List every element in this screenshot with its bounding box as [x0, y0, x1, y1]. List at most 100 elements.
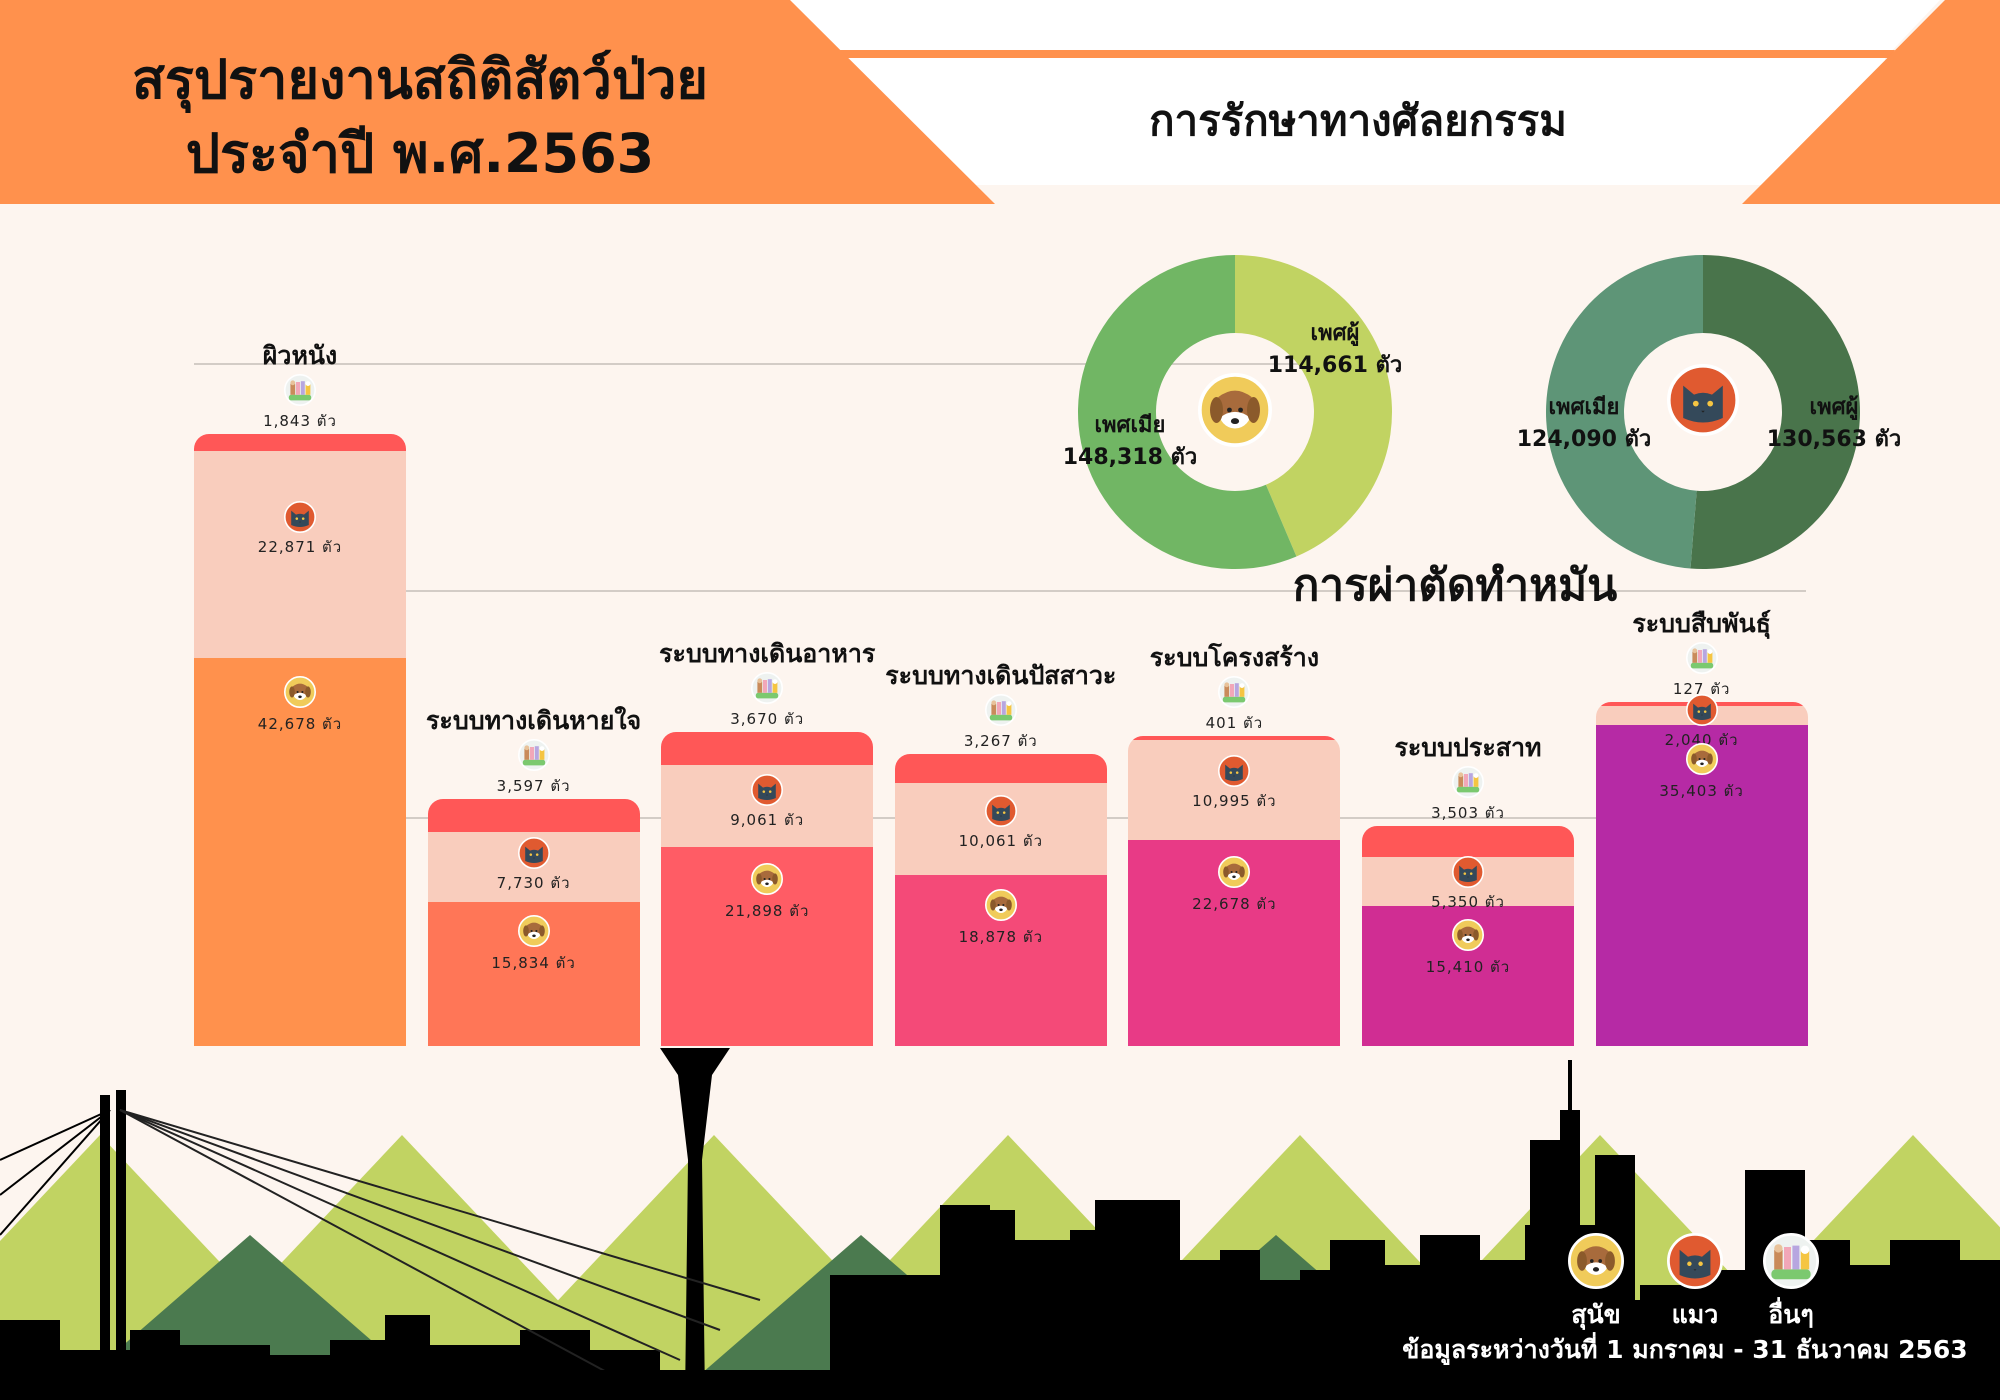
cat-count-label: 22,871 ตัว — [257, 538, 343, 557]
other-animals-icon — [1685, 642, 1718, 678]
other-count-label: 401 ตัว — [1205, 714, 1264, 733]
header-orange-panel — [0, 0, 995, 204]
slice-value: 148,318 ตัว — [1062, 445, 1198, 470]
building — [1220, 1250, 1260, 1400]
bar-segment-other — [894, 753, 1107, 784]
sterilization-title: การผ่าตัดทำหมัน — [1292, 560, 1618, 611]
legend-cat-icon — [1667, 1233, 1723, 1293]
dog-count-label: 22,678 ตัว — [1192, 895, 1277, 914]
cat-icon — [1452, 855, 1484, 892]
cat-icon — [984, 795, 1017, 831]
sterilization-donut-charts — [1078, 255, 1860, 569]
bar-segment-other — [1362, 825, 1574, 858]
hill-dark — [60, 1235, 440, 1400]
bridge-pylon — [116, 1090, 126, 1400]
building — [1420, 1235, 1480, 1400]
bar-segment-other — [1128, 736, 1341, 741]
header-white-band — [848, 58, 1888, 185]
building — [385, 1315, 430, 1400]
slice-value: 114,661 ตัว — [1267, 353, 1403, 378]
cat-icon — [284, 501, 316, 537]
dog-count-label: 42,678 ตัว — [257, 715, 343, 734]
legend-label: แมว — [1671, 1300, 1719, 1329]
header-orange-corner — [1742, 0, 2000, 204]
tower — [660, 1048, 730, 1400]
donut-slice-dog-female — [1078, 255, 1297, 569]
bar-segment-other — [661, 731, 874, 765]
cat-count-label: 9,061 ตัว — [730, 811, 805, 830]
ground — [0, 1370, 2000, 1400]
other-animals-icon — [517, 739, 550, 775]
other-count-label: 3,267 ตัว — [963, 731, 1038, 750]
gridline — [194, 363, 1309, 365]
stacked-bar-chart: ผิวหนัง 1,843 ตัว 22,871 ตัว 42,678 ตัว ระบบ… — [194, 341, 1808, 1046]
category-label: ระบบทางเดินอาหาร — [659, 638, 876, 668]
cat-count-label: 10,995 ตัว — [1192, 792, 1277, 811]
legend-other-animals-icon — [1763, 1233, 1819, 1293]
bar-segment-other — [194, 434, 406, 451]
building — [330, 1340, 385, 1400]
cat-count-label: 10,061 ตัว — [958, 832, 1044, 851]
dog-icon — [1685, 742, 1718, 779]
main-title-line2: ประจำปี พ.ศ.2563 — [185, 122, 655, 185]
legend-label: อื่นๆ — [1768, 1300, 1814, 1329]
hill-dark — [1086, 1235, 1466, 1400]
legend-dog-icon — [1568, 1233, 1624, 1293]
cat-icon — [517, 837, 550, 873]
slice-value: 124,090 ตัว — [1516, 427, 1652, 452]
donut-slice-label: เพศผู้ 114,661 ตัว — [1268, 318, 1403, 382]
building — [1070, 1230, 1115, 1400]
other-animals-icon — [984, 693, 1017, 730]
footer-date-range: ข้อมูลระหว่างวันที่ 1 มกราคม - 31 ธันวาค… — [1402, 1335, 1968, 1364]
building — [590, 1350, 660, 1400]
building — [960, 1210, 1015, 1400]
slice-label: เพศผู้ — [1809, 395, 1859, 420]
other-count-label: 127 ตัว — [1672, 680, 1731, 699]
dog-count-label: 15,834 ตัว — [491, 954, 576, 973]
other-count-label: 1,843 ตัว — [263, 412, 337, 431]
header-background — [0, 0, 2000, 204]
main-title-line1: สรุปรายงานสถิติสัตว์ป่วย — [131, 48, 709, 111]
hill-light — [758, 1135, 1258, 1400]
header-white-band-top — [790, 0, 1940, 58]
bar-segment-dog — [194, 658, 406, 1046]
gridline — [194, 590, 1806, 592]
building — [1180, 1260, 1220, 1400]
slice-value: 130,563 ตัว — [1766, 427, 1902, 452]
building — [940, 1205, 990, 1400]
category-label: ผิวหนัง — [262, 341, 338, 371]
other-count-label: 3,670 ตัว — [730, 709, 805, 728]
donut-slice-cat-male — [1690, 255, 1860, 569]
donut-slice-cat-female — [1545, 255, 1703, 569]
building — [180, 1345, 270, 1400]
slice-label: เพศเมีย — [1094, 413, 1166, 438]
bridge-pylon — [100, 1095, 110, 1400]
other-animals-icon — [284, 374, 316, 410]
building — [270, 1355, 330, 1400]
dog-icon — [1218, 856, 1251, 892]
building — [1015, 1240, 1070, 1400]
dog-icon — [517, 915, 550, 951]
building — [0, 1320, 60, 1400]
donut-slice-dog-male — [1235, 255, 1392, 557]
section-title: การรักษาทางศัลยกรรม — [1149, 96, 1567, 145]
building — [1260, 1280, 1310, 1400]
building — [1095, 1200, 1180, 1400]
slice-label: เพศเมีย — [1548, 395, 1620, 420]
category-label: ระบบโครงสร้าง — [1149, 643, 1320, 673]
legend-label: สุนัข — [1571, 1300, 1621, 1329]
dog-count-label: 21,898 ตัว — [724, 902, 810, 921]
dog-icon — [751, 863, 784, 899]
cat-count-label: 2,040 ตัว — [1664, 731, 1739, 750]
category-label: ระบบทางเดินหายใจ — [425, 706, 642, 736]
dog-count-label: 18,878 ตัว — [958, 928, 1044, 947]
dog-icon — [984, 889, 1017, 925]
building — [660, 1370, 700, 1400]
header-orange-stripe — [840, 50, 1895, 58]
donut-slice-label: เพศผู้ 130,563 ตัว — [1767, 392, 1902, 456]
slice-label: เพศผู้ — [1310, 321, 1360, 346]
cat-icon — [1685, 694, 1718, 730]
dog-icon — [284, 676, 316, 712]
building — [1890, 1240, 1960, 1400]
bar-segment-other — [427, 799, 640, 833]
